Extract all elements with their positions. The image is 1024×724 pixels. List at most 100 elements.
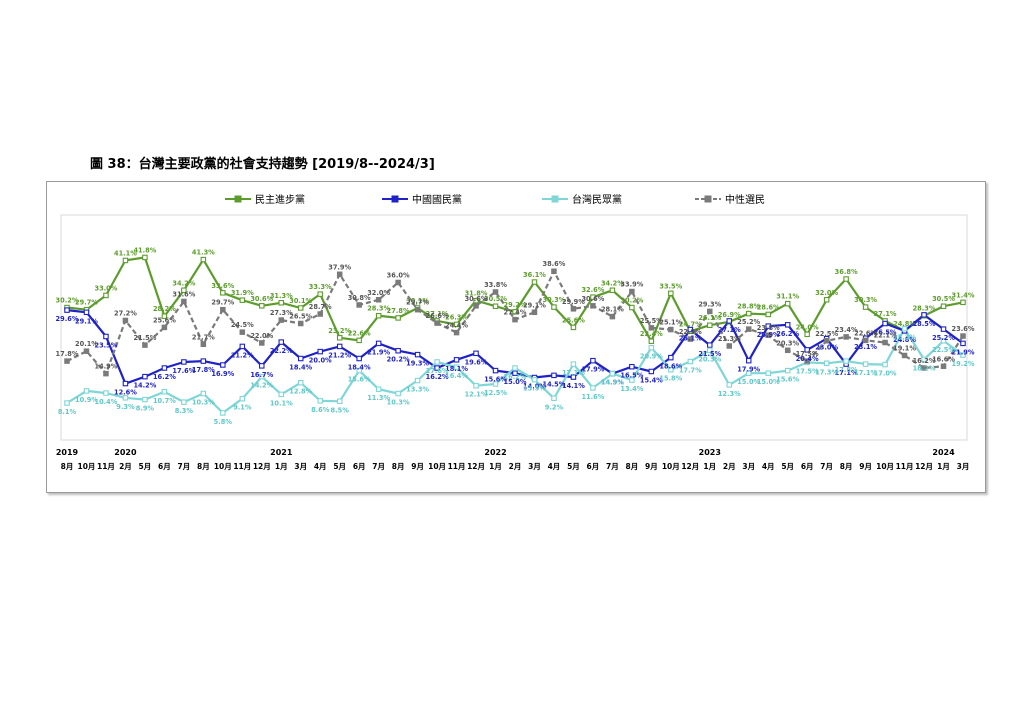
data-label: 27.8%: [387, 307, 410, 315]
data-label: 28.2%: [153, 305, 176, 313]
data-label: 26.3%: [445, 313, 468, 321]
legend-swatch-marker: [551, 195, 559, 203]
data-label: 33.8%: [484, 281, 507, 289]
data-label: 28.6%: [757, 303, 780, 311]
x-year-label: 2022: [484, 448, 506, 457]
data-point: [375, 386, 382, 392]
data-label: 33.0%: [95, 284, 118, 292]
data-point: [940, 363, 947, 370]
data-point: [239, 297, 246, 303]
data-label: 20.3%: [698, 355, 721, 363]
data-point: [707, 308, 713, 315]
data-point: [570, 374, 577, 380]
data-label: 8.3%: [175, 407, 194, 415]
data-label: 21.9%: [952, 348, 975, 356]
data-point: [83, 348, 90, 354]
data-label: 41.8%: [133, 246, 156, 254]
x-month-label: 6月: [353, 462, 366, 471]
data-label: 15.6%: [348, 376, 371, 384]
data-point: [804, 358, 810, 364]
data-point: [960, 299, 966, 306]
data-point: [843, 358, 849, 364]
data-point: [940, 303, 947, 309]
data-label: 36.0%: [387, 271, 410, 279]
data-label: 29.1%: [523, 301, 546, 309]
data-point: [570, 306, 577, 312]
data-point: [823, 338, 830, 344]
data-label: 20.0%: [309, 357, 332, 365]
data-point: [336, 271, 343, 278]
data-point: [200, 256, 207, 263]
x-month-label: 7月: [372, 462, 385, 471]
data-label: 12.3%: [718, 390, 741, 398]
data-point: [726, 318, 733, 324]
data-point: [259, 363, 265, 369]
data-point: [765, 311, 771, 318]
data-point: [551, 304, 557, 310]
data-label: 20.1%: [75, 340, 98, 348]
data-label: 10.3%: [387, 399, 410, 407]
data-point: [551, 372, 557, 379]
data-label: 12.8%: [289, 388, 312, 396]
data-label: 18.6%: [659, 363, 682, 371]
data-point: [940, 338, 947, 344]
data-label: 10.7%: [153, 397, 176, 405]
data-label: 20.2%: [387, 356, 410, 364]
data-point: [161, 313, 168, 319]
x-month-label: 3月: [957, 462, 970, 471]
data-label: 24.4%: [445, 322, 468, 330]
data-label: 29.7%: [75, 299, 98, 307]
data-label: 14.9%: [601, 379, 624, 387]
data-label: 17.6%: [426, 367, 449, 375]
data-point: [473, 382, 479, 389]
data-label: 24.5%: [231, 321, 254, 329]
data-label: 32.6%: [581, 286, 604, 294]
x-month-label: 12月: [467, 462, 485, 471]
data-point: [492, 289, 499, 295]
data-point: [473, 303, 479, 309]
data-point: [356, 367, 362, 374]
data-label: 15.6%: [776, 376, 799, 384]
data-point: [356, 355, 362, 362]
data-label: 15.0%: [757, 378, 780, 386]
data-point: [687, 336, 694, 342]
data-point: [745, 310, 752, 317]
data-label: 26.1%: [698, 314, 721, 322]
data-point: [375, 340, 382, 347]
data-label: 33.6%: [211, 282, 234, 290]
data-label: 29.7%: [406, 299, 429, 307]
data-label: 26.5%: [874, 329, 897, 337]
data-point: [142, 342, 148, 348]
data-label: 17.1%: [854, 369, 877, 377]
data-label: 26.2%: [776, 330, 799, 338]
data-point: [453, 364, 460, 370]
data-point: [239, 395, 246, 402]
data-label: 13.4%: [620, 385, 643, 393]
data-point: [531, 376, 538, 383]
data-label: 33.9%: [620, 281, 643, 289]
series-line: [66, 270, 964, 375]
data-point: [590, 303, 596, 309]
data-point: [531, 279, 538, 285]
data-point: [336, 343, 343, 350]
data-point: [648, 368, 655, 375]
data-point: [200, 341, 207, 348]
data-label: 17.8%: [56, 350, 79, 358]
legend-label: 中性選民: [725, 193, 765, 206]
data-label: 12.6%: [114, 389, 137, 397]
x-month-label: 5月: [333, 462, 346, 471]
data-label: 26.6%: [426, 312, 449, 320]
data-label: 21.3%: [718, 335, 741, 343]
data-label: 26.5%: [289, 313, 312, 321]
data-label: 30.1%: [289, 297, 312, 305]
data-label: 10.3%: [192, 399, 215, 407]
data-point: [375, 297, 382, 303]
data-label: 19.2%: [952, 360, 975, 368]
x-month-label: 10月: [428, 462, 446, 471]
data-point: [142, 396, 148, 403]
data-point: [297, 355, 304, 362]
x-month-label: 8月: [61, 462, 74, 471]
legend-swatch-marker: [704, 195, 712, 203]
data-label: 36.1%: [523, 271, 546, 279]
data-label: 20.9%: [640, 353, 663, 361]
